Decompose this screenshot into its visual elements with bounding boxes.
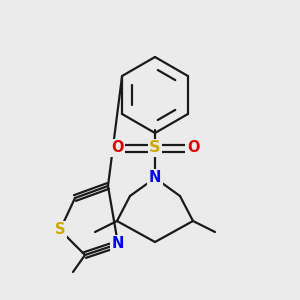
Text: S: S [55, 223, 65, 238]
Text: O: O [111, 140, 123, 155]
Text: N: N [112, 236, 124, 251]
Text: O: O [187, 140, 199, 155]
Text: N: N [149, 170, 161, 185]
Text: S: S [149, 140, 161, 155]
